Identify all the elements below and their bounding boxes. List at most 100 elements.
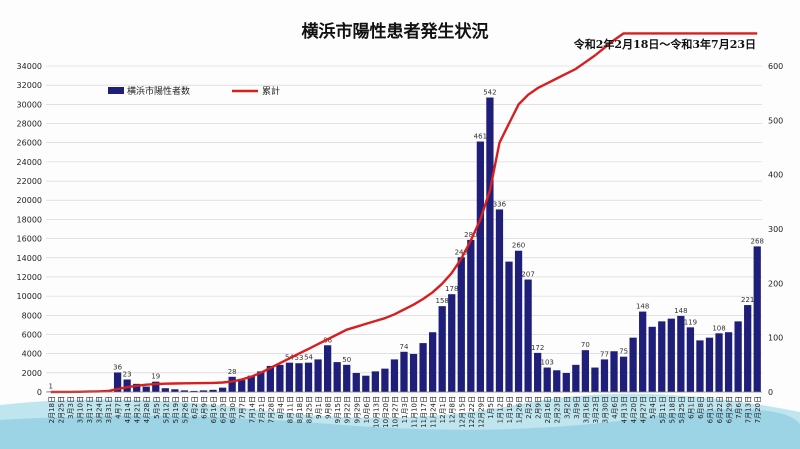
x-tick-label: 12月22日 xyxy=(468,396,476,428)
x-tick-label: 3月31日 xyxy=(105,396,113,423)
x-tick-label: 8月4日 xyxy=(277,396,285,419)
y-left-tick-label: 18000 xyxy=(17,215,42,224)
legend-bar-label: 横浜市陽性者数 xyxy=(127,85,190,97)
y-left-tick-label: 34000 xyxy=(17,62,42,71)
x-tick-label: 10月20日 xyxy=(382,396,390,428)
x-tick-label: 5月4日 xyxy=(649,396,657,419)
bar xyxy=(304,362,313,392)
x-tick-label: 2月2日 xyxy=(525,396,533,419)
bar-data-label: 207 xyxy=(521,271,534,279)
x-tick-label: 6月29日 xyxy=(726,396,734,423)
y-left-tick-label: 26000 xyxy=(17,139,42,148)
bar-data-label: 50 xyxy=(342,356,351,364)
x-tick-label: 5月25日 xyxy=(678,396,686,423)
bar-data-label: 103 xyxy=(541,359,554,367)
water-decoration xyxy=(0,409,800,449)
x-tick-label: 6月30日 xyxy=(229,396,237,423)
x-tick-label: 10月13日 xyxy=(372,396,380,428)
bar-series xyxy=(47,97,761,392)
bar xyxy=(715,333,723,392)
x-tick-label: 6月2日 xyxy=(191,396,199,419)
bar xyxy=(142,386,150,392)
x-tick-label: 7月21日 xyxy=(258,396,266,423)
bar xyxy=(505,261,513,392)
x-tick-label: 3月3日 xyxy=(67,396,75,419)
x-tick-label: 7月20日 xyxy=(754,396,762,423)
bar xyxy=(400,351,408,392)
bar xyxy=(581,350,590,392)
bar xyxy=(352,372,360,392)
bar-data-label: 28 xyxy=(228,368,237,376)
bar-data-label: 542 xyxy=(483,89,496,97)
x-tick-label: 4月6日 xyxy=(611,396,619,419)
bar-data-label: 336 xyxy=(493,200,507,208)
bar xyxy=(514,250,523,392)
bar xyxy=(381,368,389,392)
y-left-tick-label: 16000 xyxy=(17,235,42,244)
bar xyxy=(218,387,227,392)
bar xyxy=(572,364,580,392)
bar xyxy=(409,353,418,392)
bar-data-label: 148 xyxy=(636,303,649,311)
x-tick-label: 3月30日 xyxy=(601,396,609,423)
y-left-tick-label: 12000 xyxy=(17,273,42,282)
grid-lines xyxy=(46,65,762,393)
bar-data-label: 248 xyxy=(455,248,468,256)
bar-data-label: 280 xyxy=(464,231,477,239)
y-left-tick-label: 4000 xyxy=(22,350,42,359)
bar-data-label: 221 xyxy=(741,296,754,304)
x-tick-label: 2月18日 xyxy=(48,396,56,423)
bar-data-label: 23 xyxy=(123,371,132,379)
x-tick-label: 4月28日 xyxy=(143,396,151,423)
bar-data-label: 36 xyxy=(113,363,122,371)
x-tick-label: 10月27日 xyxy=(391,396,399,428)
bar xyxy=(390,359,399,392)
x-tick-label: 1月26日 xyxy=(516,396,524,423)
legend: 横浜市陽性者数 累計 xyxy=(108,85,280,97)
y-left-tick-label: 32000 xyxy=(17,81,42,90)
bar xyxy=(639,311,647,392)
x-tick-label: 4月27日 xyxy=(640,396,648,423)
x-tick-label: 7月28日 xyxy=(267,396,275,423)
y-left-tick-label: 30000 xyxy=(17,100,42,109)
bar xyxy=(228,376,236,392)
x-tick-label: 3月10日 xyxy=(76,396,84,423)
bar xyxy=(467,239,475,392)
x-tick-label: 3月16日 xyxy=(582,396,590,423)
x-tick-label: 5月26日 xyxy=(181,396,189,423)
bar xyxy=(629,337,637,392)
y-right-tick-label: 200 xyxy=(768,279,783,288)
y-left-tick-label: 8000 xyxy=(22,311,42,320)
bar xyxy=(266,365,274,392)
bar xyxy=(190,390,198,392)
bar xyxy=(333,362,341,392)
y-left-tick-label: 20000 xyxy=(17,196,42,205)
cumulative-line xyxy=(50,32,758,394)
bar-data-label: 260 xyxy=(512,242,525,250)
x-tick-label: 4月20日 xyxy=(630,396,638,423)
bar xyxy=(438,306,446,392)
y-left-tick-label: 14000 xyxy=(17,254,42,263)
bar xyxy=(180,390,189,392)
x-tick-label: 5月12日 xyxy=(162,396,170,423)
bar xyxy=(553,370,561,392)
y-right-tick-label: 100 xyxy=(768,334,783,343)
bar xyxy=(648,326,656,392)
bar-data-label: 77 xyxy=(600,350,609,358)
x-tick-label: 11月3日 xyxy=(401,396,409,423)
bar xyxy=(199,390,208,392)
bar xyxy=(524,279,532,392)
x-tick-label: 9月22日 xyxy=(344,396,352,423)
bar xyxy=(534,352,542,392)
bar xyxy=(600,359,609,392)
x-tick-label: 5月19日 xyxy=(172,396,180,423)
x-tick-label: 3月24日 xyxy=(96,396,104,423)
x-tick-label: 6月15日 xyxy=(706,396,714,423)
bar xyxy=(457,257,465,392)
bar xyxy=(113,372,122,392)
x-tick-label: 7月7日 xyxy=(239,396,247,419)
x-tick-label: 4月13日 xyxy=(621,396,629,423)
bar xyxy=(295,363,303,392)
x-tick-label: 8月11日 xyxy=(286,396,294,423)
x-tick-label: 12月8日 xyxy=(449,396,457,423)
